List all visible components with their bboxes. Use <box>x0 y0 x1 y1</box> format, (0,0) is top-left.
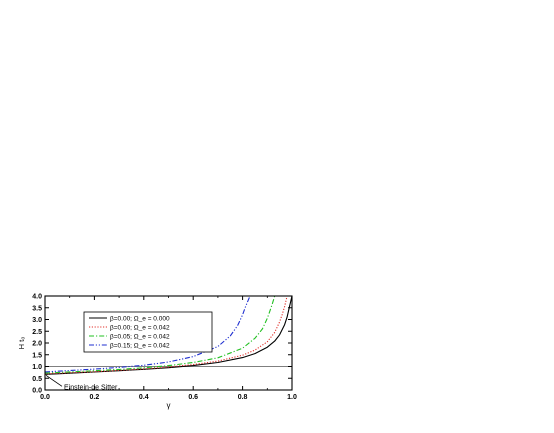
legend: β=0.00; Ω_e = 0.000 β=0.00; Ω_e = 0.042 β=… <box>83 311 213 353</box>
y-tick-label: 1.0 <box>32 364 42 371</box>
x-tick-label: 0.2 <box>90 394 100 401</box>
x-axis-label: γ <box>167 401 171 410</box>
x-tick-label: 0.8 <box>238 394 248 401</box>
x-tick-label: 1.0 <box>287 394 297 401</box>
y-tick-label: 4.0 <box>32 294 42 301</box>
y-axis-label: H t₀ <box>17 337 26 350</box>
annotation-label: Einstein-de Sitter <box>64 384 118 391</box>
legend-label-3: β=0.05; Ω_e = 0.042 <box>110 334 170 341</box>
y-tick-label: 3.0 <box>32 317 42 324</box>
y-tick-label: 0.0 <box>32 388 42 395</box>
legend-label-2: β=0.00; Ω_e = 0.042 <box>110 325 170 332</box>
series-line-2 <box>44 295 288 375</box>
legend-label-4: β=0.15; Ω_e = 0.042 <box>110 343 170 350</box>
annotation-layer: Einstein-de Sitter <box>45 374 118 391</box>
series-line-4 <box>44 295 251 373</box>
y-tick-label: 0.5 <box>32 376 42 383</box>
x-tick-label: 0.6 <box>188 394 198 401</box>
legend-label-1: β=0.00; Ω_e = 0.000 <box>110 316 170 323</box>
y-tick-label: 2.0 <box>32 341 42 348</box>
x-tick-label: 0.0 <box>40 394 50 401</box>
y-tick-label: 1.5 <box>32 352 42 359</box>
axes-layer: 0.0 0.2 0.4 0.6 0.8 1.0 0.0 0.5 1.0 1.5 2.0 2.5 3.0 3… <box>17 294 297 411</box>
y-tick-label: 3.5 <box>32 305 42 312</box>
annotation-arrow <box>45 374 63 387</box>
series-layer <box>44 295 293 375</box>
y-tick-label: 2.5 <box>32 329 42 336</box>
x-tick-label: 0.4 <box>139 394 149 401</box>
